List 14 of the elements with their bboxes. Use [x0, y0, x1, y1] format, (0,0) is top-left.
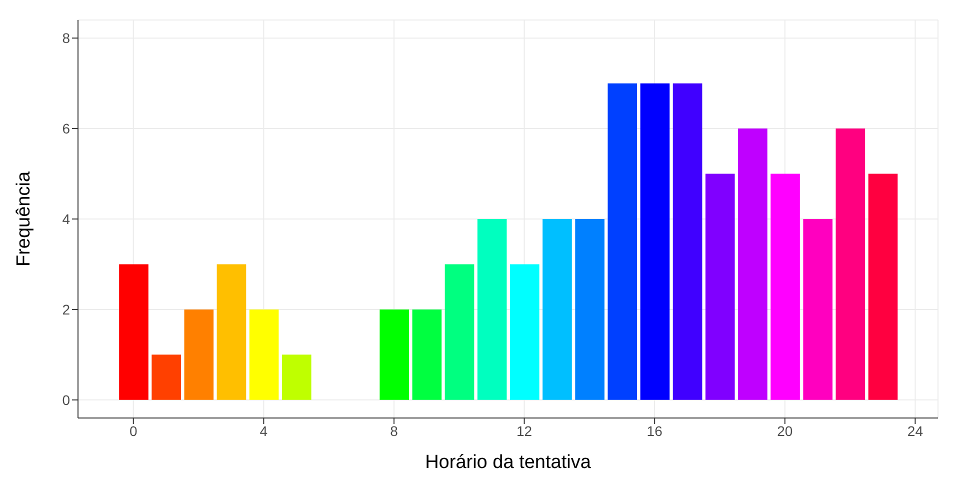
y-axis-title: Frequência	[14, 171, 35, 267]
x-axis-title: Horário da tentativa	[425, 452, 592, 473]
x-tick-label: 12	[516, 422, 532, 439]
x-tick-label: 24	[907, 422, 924, 439]
x-tick-label: 8	[390, 422, 398, 439]
y-tick-label: 2	[62, 301, 70, 318]
y-tick-label: 4	[62, 210, 70, 227]
y-tick-label: 0	[62, 392, 70, 408]
y-tick-label: 6	[62, 120, 70, 137]
x-tick-label: 0	[129, 422, 138, 439]
y-tick-label: 8	[62, 30, 70, 46]
x-tick-label: 4	[260, 422, 268, 439]
x-tick-label: 16	[646, 422, 663, 439]
x-tick-label: 20	[777, 422, 793, 439]
